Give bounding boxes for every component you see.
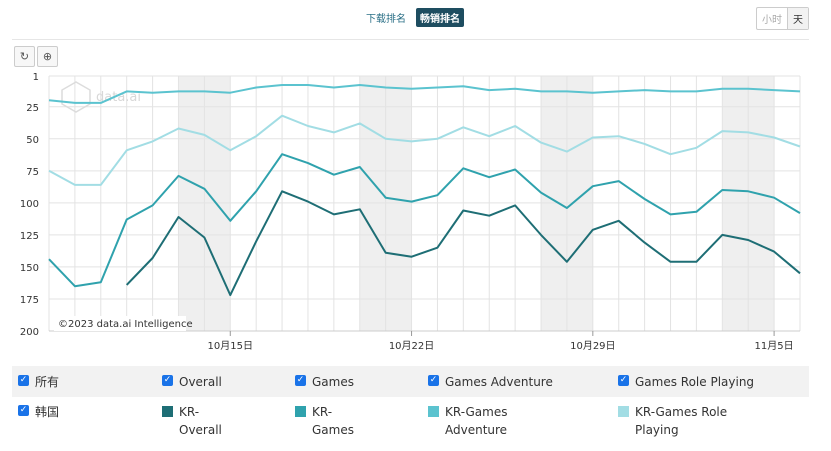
legend-category-games[interactable]: ✓ Games (295, 373, 428, 391)
x-tick-label: 11月5日 (755, 340, 794, 352)
y-tick-label: 25 (26, 103, 39, 114)
x-tick-label: 10月22日 (389, 340, 434, 352)
series-swatch (162, 406, 173, 417)
series-line-kr-games-role-playing (48, 114, 801, 186)
legend-series-kr-overall[interactable]: KR- Overall (162, 403, 295, 439)
series-swatch (428, 406, 439, 417)
legend-country-checkbox[interactable]: ✓ 韩国 (12, 403, 162, 421)
checkbox-icon: ✓ (618, 374, 629, 386)
granularity-hour-button[interactable]: 小时 (762, 15, 782, 26)
series-line-kr-overall (125, 190, 801, 297)
legend-category-label: Games (312, 374, 354, 389)
legend-category-overall[interactable]: ✓ Overall (162, 373, 295, 391)
legend-country-row: ✓ 韩国 KR- Overall KR- Games KR-Games Adventu… (12, 397, 809, 447)
ranking-tabs: 下载排名 畅销排名 (362, 8, 464, 27)
legend-category-games-adventure[interactable]: ✓ Games Adventure (428, 373, 618, 391)
legend-category-games-role-playing[interactable]: ✓ Games Role Playing (618, 373, 754, 391)
legend-category-label: Overall (179, 374, 222, 389)
y-tick-label: 200 (20, 327, 39, 338)
copyright-bg (54, 316, 186, 331)
tab-download-ranking[interactable]: 下载排名 (366, 14, 406, 25)
legend-table: ✓ 所有 ✓ Overall ✓ Games ✓ Games Adventure… (12, 366, 809, 447)
legend-series-label: KR-Games Adventure (445, 405, 508, 437)
x-tick-label: 10月15日 (208, 340, 253, 352)
zoom-icon: ⊕ (42, 50, 53, 63)
legend-series-label: KR- Overall (179, 405, 222, 437)
legend-all-label: 所有 (35, 374, 60, 389)
legend-category-label: Games Role Playing (635, 374, 755, 389)
series-swatch (618, 406, 629, 417)
watermark-text: data.ai (96, 90, 141, 105)
header-divider (12, 39, 809, 40)
chart-toolbar: ↻ ⊕ (14, 46, 58, 67)
x-tick-label: 10月29日 (570, 340, 615, 352)
legend-series-kr-games[interactable]: KR- Games (295, 403, 428, 439)
checkbox-icon: ✓ (18, 374, 29, 386)
series-line-kr-games (48, 153, 801, 288)
y-tick-label: 125 (20, 231, 39, 242)
y-tick-label: 100 (20, 199, 39, 210)
granularity-toggle: 小时 天 (756, 7, 809, 30)
watermark: data.ai (61, 81, 141, 113)
reset-zoom-button[interactable]: ↻ (14, 46, 35, 67)
granularity-day-button[interactable]: 天 (787, 8, 808, 29)
y-tick-label: 175 (20, 295, 39, 306)
y-tick-label: 75 (26, 167, 39, 178)
y-tick-label: 1 (33, 72, 39, 83)
legend-header-row: ✓ 所有 ✓ Overall ✓ Games ✓ Games Adventure… (12, 366, 809, 397)
tab-revenue-ranking[interactable]: 畅销排名 (416, 8, 464, 27)
copyright-text: ©2023 data.ai Intelligence (58, 319, 193, 330)
watermark-logo-icon (61, 81, 91, 113)
legend-series-kr-games-role-playing[interactable]: KR-Games Role Playing (618, 403, 727, 439)
legend-category-label: Games Adventure (445, 374, 553, 389)
legend-series-kr-games-adventure[interactable]: KR-Games Adventure (428, 403, 618, 439)
series-swatch (295, 406, 306, 417)
y-tick-label: 50 (26, 135, 39, 146)
reset-icon: ↻ (19, 50, 30, 63)
legend-all-checkbox[interactable]: ✓ 所有 (12, 373, 162, 391)
checkbox-icon: ✓ (428, 374, 439, 386)
checkbox-icon: ✓ (162, 374, 173, 386)
zoom-button[interactable]: ⊕ (37, 46, 58, 67)
y-tick-label: 150 (20, 263, 39, 274)
legend-country-label: 韩国 (35, 405, 60, 419)
checkbox-icon: ✓ (295, 374, 306, 386)
legend-series-label: KR-Games Role Playing (635, 405, 728, 437)
series-line-kr-games-adventure (48, 84, 801, 104)
legend-series-label: KR- Games (312, 405, 354, 437)
checkbox-icon: ✓ (18, 405, 29, 416)
